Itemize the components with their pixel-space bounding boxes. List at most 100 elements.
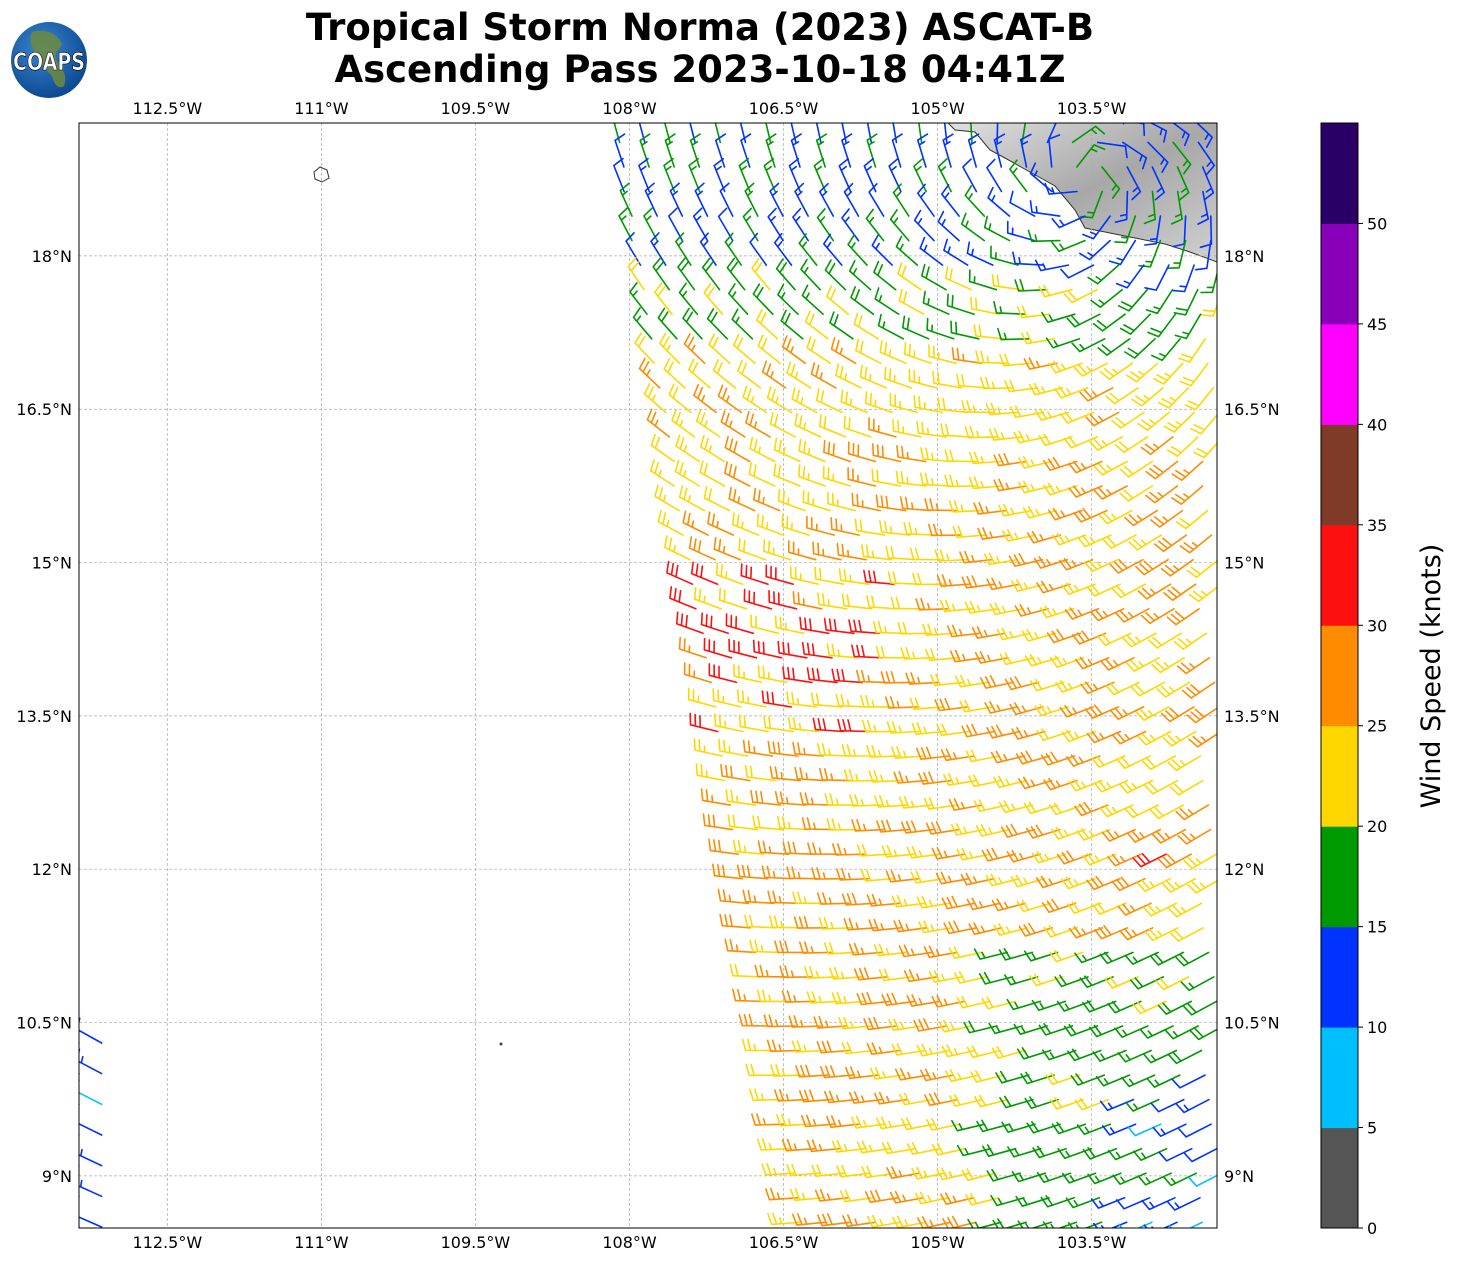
wind-barb (915, 1191, 950, 1205)
wind-barb (789, 1188, 824, 1202)
wind-barb (1006, 220, 1036, 242)
wind-barb (798, 438, 826, 463)
wind-barb (964, 600, 999, 614)
wind-barb (693, 586, 722, 610)
wind-barb (1071, 338, 1106, 353)
wind-barb (702, 813, 734, 831)
wind-barb (736, 864, 769, 880)
wind-barb (974, 651, 1009, 664)
chart-title-line1: Tropical Storm Norma (2023) ASCAT-B (305, 6, 1095, 49)
wind-barb (79, 1164, 80, 1167)
y-tick-label-right: 10.5°N (1224, 1014, 1280, 1033)
wind-barb (1086, 583, 1121, 597)
y-tick-label-right: 16.5°N (1224, 400, 1280, 419)
wind-barb (767, 207, 784, 242)
wind-barb (1147, 313, 1177, 338)
wind-barb (652, 257, 670, 291)
wind-barb (917, 1216, 952, 1228)
wind-barb (940, 599, 974, 613)
wind-barb (903, 969, 938, 983)
wind-barb (619, 182, 633, 217)
wind-barb (811, 867, 844, 880)
wind-barb (739, 123, 747, 144)
wind-barb (1040, 751, 1076, 766)
x-tick-label-bottom: 106.5°W (749, 1233, 819, 1252)
wind-barb (688, 358, 711, 389)
wind-barb (843, 415, 872, 438)
wind-barb (1091, 755, 1126, 768)
wind-barb (948, 500, 982, 513)
wind-barb (1131, 387, 1164, 407)
wind-barb (625, 232, 642, 266)
wind-barb (964, 425, 998, 439)
wind-barb (945, 1069, 980, 1083)
wind-barb (1021, 331, 1056, 345)
wind-barb (893, 771, 927, 784)
wind-barb (949, 649, 984, 663)
wind-barb (1011, 727, 1046, 740)
wind-barb (664, 535, 691, 561)
wind-barb (835, 693, 868, 708)
wind-barb (1138, 239, 1162, 268)
wind-barb (860, 869, 895, 882)
wind-barb (961, 723, 996, 738)
wind-barb (873, 1241, 905, 1252)
wind-barb (993, 775, 1028, 789)
wind-barb (847, 234, 868, 266)
wind-barb (756, 513, 785, 536)
wind-barb (1095, 1074, 1131, 1087)
wind-barb (1140, 436, 1174, 456)
wind-barb (993, 133, 1006, 168)
wind-barb (985, 873, 1020, 887)
wind-barb (881, 992, 916, 1007)
wind-barb (643, 383, 667, 414)
wind-barb (1035, 875, 1071, 889)
x-tick-label-top: 111°W (294, 99, 349, 118)
wind-barb (1061, 729, 1096, 743)
wind-barb (798, 464, 826, 487)
wind-barb (1109, 558, 1144, 574)
wind-barb (830, 337, 857, 365)
wind-barb (1107, 853, 1142, 867)
wind-barb (688, 536, 716, 561)
wind-barb (792, 891, 825, 905)
wind-barb (787, 716, 820, 733)
wind-barb (989, 602, 1024, 616)
wind-barb (874, 795, 908, 808)
wind-barb (973, 1243, 1006, 1254)
wind-barb (966, 1045, 1001, 1059)
wind-barb (1099, 1098, 1135, 1112)
wind-barb (1155, 976, 1190, 991)
wind-barb (781, 990, 815, 1003)
wind-barb (998, 800, 1034, 814)
wind-barb (932, 370, 963, 389)
wind-barb (868, 770, 902, 783)
wind-barb (938, 1019, 973, 1033)
wind-barb (1224, 142, 1239, 174)
wind-barb (1023, 950, 1059, 962)
wind-barb (725, 789, 757, 806)
wind-barb (703, 282, 724, 315)
wind-barb (856, 1140, 891, 1154)
wind-barb (815, 388, 843, 414)
wind-barb (887, 571, 920, 585)
wind-barb (1151, 657, 1185, 674)
wind-barb (810, 362, 837, 389)
wind-barb (1070, 1073, 1106, 1086)
wind-barb (1016, 92, 1038, 118)
wind-barb (674, 459, 701, 487)
wind-barb (663, 157, 676, 193)
wind-barb (1023, 1245, 1056, 1256)
wind-barb (657, 509, 684, 536)
wind-barb (885, 545, 918, 561)
wind-barb (936, 574, 971, 587)
wind-barb (983, 552, 1018, 566)
wind-barb (819, 767, 852, 782)
wind-barb (765, 564, 794, 585)
wind-barb (1114, 190, 1129, 223)
wind-barb (712, 863, 744, 880)
wind-barb (903, 342, 932, 365)
wind-barb (767, 740, 799, 757)
wind-barb (829, 966, 863, 980)
wind-barb (1056, 1000, 1092, 1012)
